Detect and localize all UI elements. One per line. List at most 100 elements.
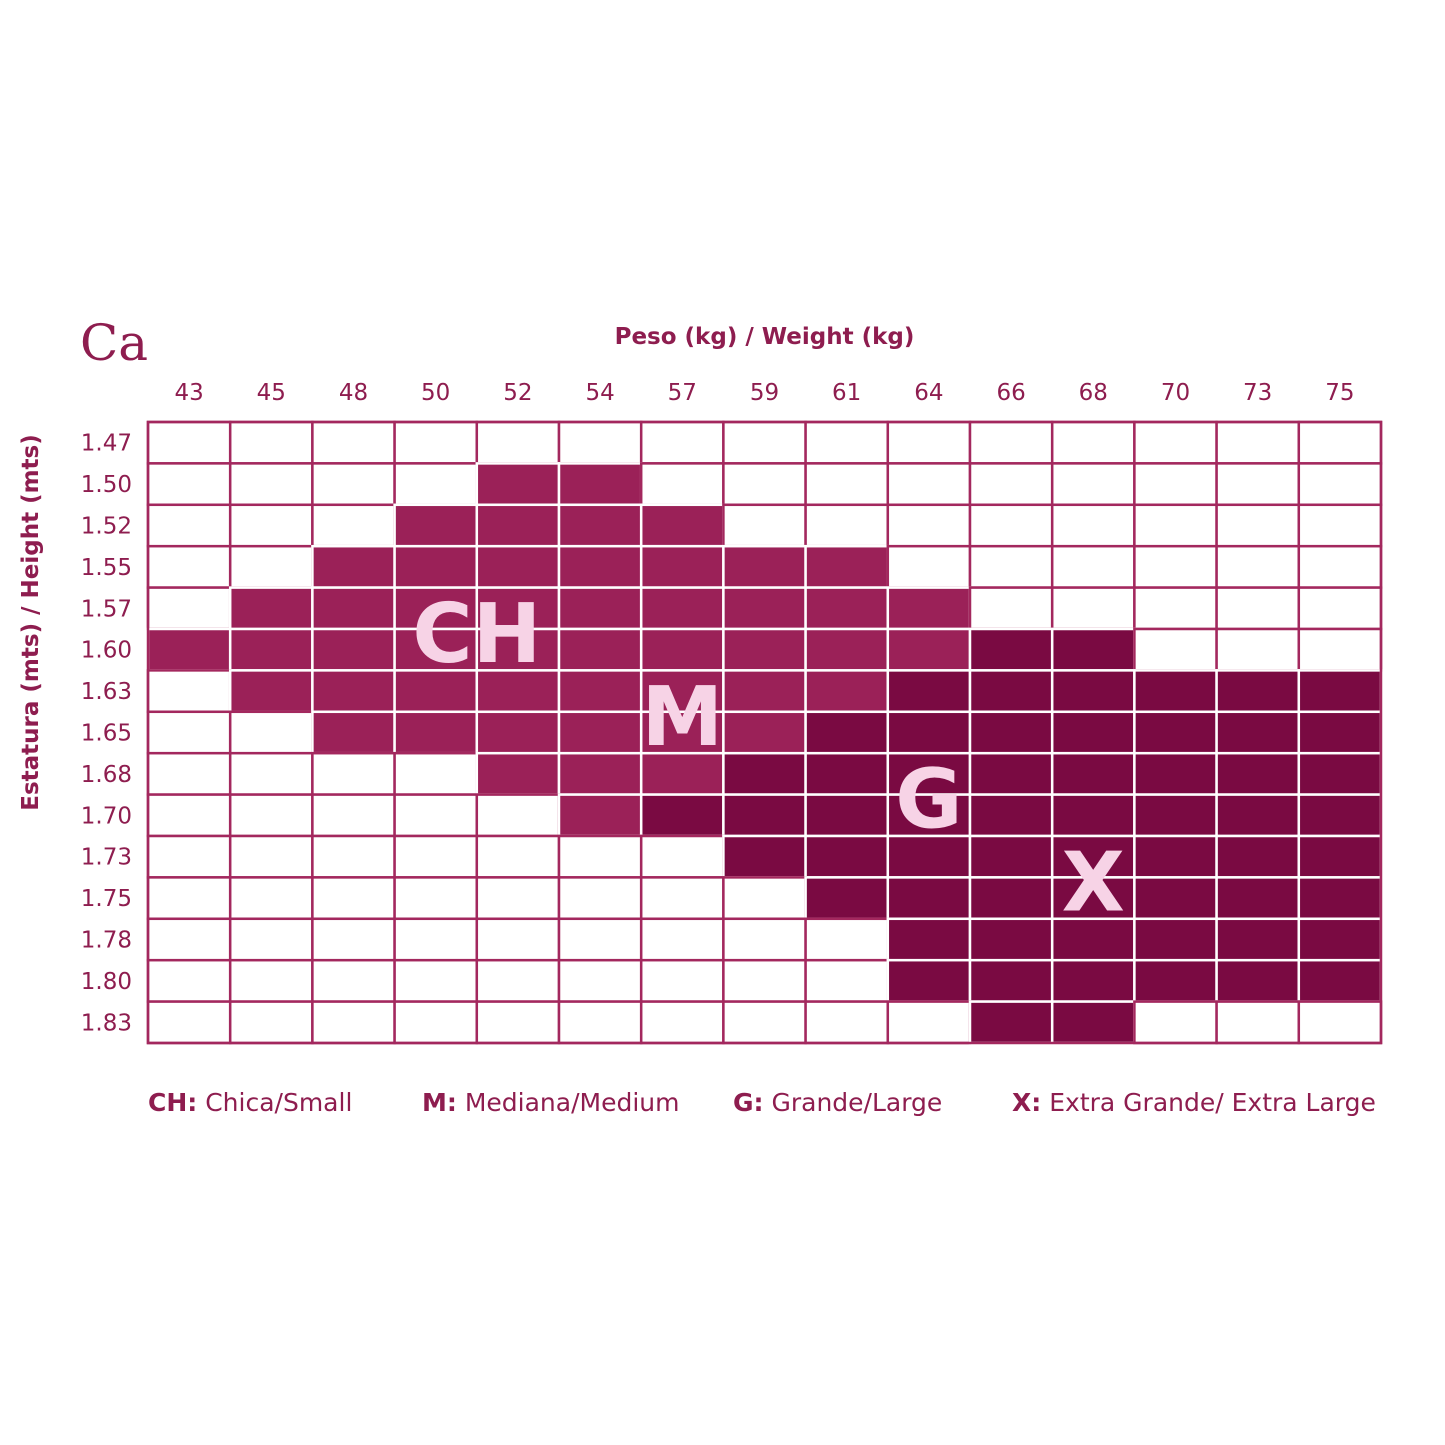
grid-cell	[804, 834, 890, 879]
grid-cell	[1050, 627, 1136, 672]
grid-cell	[968, 917, 1054, 962]
grid-cell	[968, 1000, 1054, 1045]
grid-cell	[1215, 710, 1301, 755]
grid-cell	[1050, 462, 1136, 507]
grid-cell	[228, 586, 314, 631]
grid-cell	[1050, 669, 1136, 714]
grid-cell	[639, 503, 725, 548]
region-label: CH	[412, 587, 541, 682]
grid-cell	[1133, 710, 1218, 755]
grid-cell	[1297, 793, 1383, 838]
grid-cell	[393, 751, 479, 796]
grid-cell	[1050, 751, 1136, 796]
grid-cell	[311, 917, 396, 962]
grid-cell	[475, 793, 561, 838]
grid-cell	[228, 503, 314, 548]
grid-cell	[228, 462, 314, 507]
grid-cell	[1297, 462, 1383, 507]
grid-cell	[1133, 917, 1218, 962]
brand-logo-text: Ca	[80, 314, 148, 372]
grid-cell	[146, 544, 232, 589]
grid-cell	[1133, 627, 1218, 672]
grid-cell	[311, 710, 396, 755]
grid-cell	[968, 793, 1054, 838]
grid-cell	[311, 834, 396, 879]
grid-cell	[639, 420, 725, 465]
x-tick-label: 59	[750, 380, 779, 406]
region-label: X	[1062, 835, 1125, 930]
grid-cell	[1050, 710, 1136, 755]
grid-cell	[968, 544, 1054, 589]
grid-cell	[311, 586, 396, 631]
y-tick-label: 1.47	[81, 431, 132, 457]
grid-cell	[968, 462, 1054, 507]
grid-cell	[557, 586, 643, 631]
grid-cell	[804, 917, 890, 962]
grid-cell	[393, 503, 479, 548]
brand-logo: Ca	[78, 312, 154, 384]
legend-item-ch: CH: Chica/Small	[148, 1088, 352, 1117]
grid-cell	[1050, 958, 1136, 1003]
grid-cell	[968, 751, 1054, 796]
x-tick-label: 73	[1243, 380, 1272, 406]
grid-cell	[886, 462, 972, 507]
grid-cell	[886, 751, 972, 796]
legend-code: CH:	[148, 1088, 198, 1117]
grid-cell	[146, 710, 232, 755]
grid-cell	[557, 834, 643, 879]
x-tick-label: 50	[421, 380, 450, 406]
grid-cell	[557, 958, 643, 1003]
grid-cell	[968, 503, 1054, 548]
x-tick-label: 43	[174, 380, 203, 406]
grid-cell	[968, 586, 1054, 631]
grid-cell	[146, 462, 232, 507]
grid-cell	[804, 420, 890, 465]
grid-cell	[886, 544, 972, 589]
x-tick-label: 54	[585, 380, 614, 406]
grid-cell	[311, 1000, 396, 1045]
grid-cell	[1297, 1000, 1383, 1045]
grid-cell	[722, 420, 807, 465]
grid-cell	[639, 876, 725, 921]
y-tick-label: 1.65	[81, 721, 132, 747]
grid-cell	[1215, 669, 1301, 714]
grid-cell	[1297, 751, 1383, 796]
grid-cell	[886, 917, 972, 962]
grid-cell	[228, 793, 314, 838]
grid-cell	[393, 627, 479, 672]
grid-cell	[146, 751, 232, 796]
grid-cell	[311, 462, 396, 507]
grid-cell	[1050, 1000, 1136, 1045]
grid-cell	[393, 793, 479, 838]
grid-cell	[1297, 834, 1383, 879]
grid-cell	[886, 1000, 972, 1045]
grid-cell	[1133, 834, 1218, 879]
grid-cell	[968, 669, 1054, 714]
grid-cell	[557, 669, 643, 714]
grid-cell	[146, 503, 232, 548]
y-tick-label: 1.57	[81, 596, 132, 622]
grid-cell	[393, 462, 479, 507]
grid-cell	[393, 876, 479, 921]
grid-cell	[1297, 503, 1383, 548]
grid-cell	[475, 917, 561, 962]
grid-cell	[886, 627, 972, 672]
grid-cell	[1297, 586, 1383, 631]
grid-cell	[1133, 586, 1218, 631]
grid-cell	[886, 876, 972, 921]
y-tick-label: 1.75	[81, 886, 132, 912]
grid-cell	[722, 586, 807, 631]
x-tick-label: 70	[1161, 380, 1190, 406]
grid-cell	[1133, 462, 1218, 507]
grid-cell	[722, 669, 807, 714]
y-tick-label: 1.60	[81, 638, 132, 664]
grid-cell	[557, 710, 643, 755]
x-tick-label: 52	[503, 380, 532, 406]
y-tick-label: 1.70	[81, 803, 132, 829]
grid-cell	[639, 544, 725, 589]
grid-cell	[1297, 420, 1383, 465]
grid-cell	[228, 544, 314, 589]
grid-cell	[804, 544, 890, 589]
grid-cell	[968, 876, 1054, 921]
grid-cell	[968, 420, 1054, 465]
